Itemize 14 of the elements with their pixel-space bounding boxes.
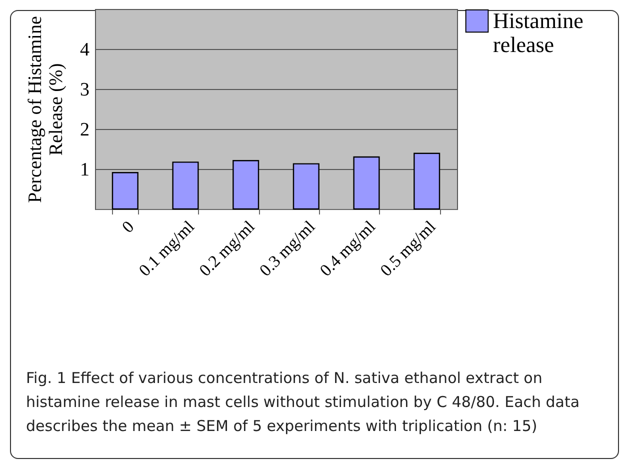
y-tick-label: 3 [80, 80, 90, 100]
x-tick-label: 0 [118, 217, 138, 237]
bar [353, 156, 380, 210]
legend-label: Histamine release [493, 8, 584, 57]
bar [172, 162, 199, 210]
bar [232, 160, 260, 210]
caption: Fig. 1 Effect of various concentrations of N. sativa ethanol extract on histamine release in mast cells without stimulation by C 48/80. Each data describes the mean ± SEM of 5 experiments with triplication (n: 15) [26, 368, 581, 437]
y-tick-label: 2 [80, 120, 90, 140]
bar [292, 163, 320, 210]
bar [414, 152, 440, 210]
y-axis-title: Percentage of Histamine Release (%) [25, 16, 67, 203]
y-tick-label: 4 [80, 40, 90, 60]
bar [112, 172, 138, 210]
y-tick-label: 1 [80, 160, 90, 180]
